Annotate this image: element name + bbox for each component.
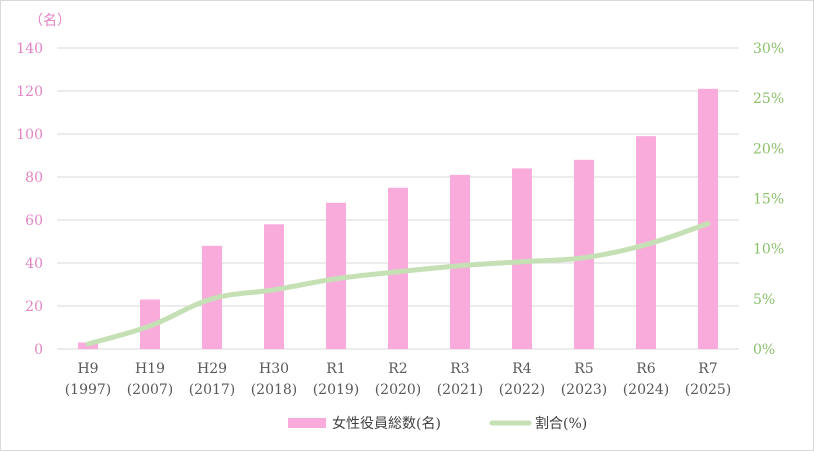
legend: 女性役員総数(名) 割合(%) — [288, 415, 587, 432]
x-axis-year-label: (2024) — [623, 382, 670, 398]
legend-bar-swatch — [288, 418, 326, 428]
x-axis-year-label: (2017) — [189, 382, 236, 398]
legend-line-label: 割合(%) — [535, 415, 587, 432]
bar — [450, 175, 470, 349]
x-axis-era-label: R3 — [450, 361, 469, 377]
left-axis-tick-label: 140 — [16, 41, 43, 57]
bar — [512, 168, 532, 349]
x-axis-year-label: (2022) — [499, 382, 546, 398]
left-axis-tick-label: 80 — [25, 170, 43, 186]
right-axis-tick-label: 30% — [753, 41, 784, 57]
x-axis-era-label: H19 — [135, 361, 165, 377]
left-axis-unit-label: （名） — [29, 13, 71, 29]
x-axis-era-label: R6 — [636, 361, 656, 377]
x-axis-year-label: (1997) — [65, 382, 112, 398]
legend-bar-label: 女性役員総数(名) — [332, 415, 441, 432]
x-axis-year-label: (2021) — [437, 382, 484, 398]
x-axis-era-label: H30 — [259, 361, 289, 377]
right-axis-tick-label: 15% — [753, 192, 784, 208]
x-axis-year-label: (2019) — [313, 382, 360, 398]
left-axis-tick-label: 100 — [16, 127, 43, 143]
left-axis-tick-label: 120 — [16, 84, 43, 100]
left-axis-ticks: 0 20 40 60 80 100 120 140 — [16, 41, 43, 358]
x-axis-era-label: R1 — [326, 361, 345, 377]
right-axis-tick-label: 5% — [753, 292, 775, 308]
x-axis-era-label: R2 — [388, 361, 407, 377]
x-axis-year-label: (2025) — [685, 382, 732, 398]
x-axis-year-label: (2023) — [561, 382, 608, 398]
x-axis-era-label: H29 — [197, 361, 227, 377]
x-axis-era-label: R5 — [574, 361, 593, 377]
x-axis-labels: H9 (1997) H19 (2007) H29 (2017) H30 (2018) R1 (20… — [65, 361, 732, 398]
x-axis-era-label: R7 — [698, 361, 717, 377]
left-axis-tick-label: 0 — [34, 342, 43, 358]
right-axis-tick-label: 20% — [753, 141, 784, 157]
x-axis-year-label: (2018) — [251, 382, 298, 398]
right-axis-ticks: 0% 5% 10% 15% 20% 25% 30% — [753, 41, 784, 358]
x-axis-year-label: (2007) — [127, 382, 174, 398]
left-axis-tick-label: 60 — [25, 213, 43, 229]
x-axis-year-label: (2020) — [375, 382, 422, 398]
bar — [388, 188, 408, 349]
bar — [698, 89, 718, 349]
x-axis-era-label: H9 — [77, 361, 98, 377]
right-axis-tick-label: 10% — [753, 242, 784, 258]
right-axis-tick-label: 25% — [753, 91, 784, 107]
right-axis-tick-label: 0% — [753, 342, 775, 358]
left-axis-tick-label: 20 — [25, 299, 43, 315]
x-axis-era-label: R4 — [512, 361, 532, 377]
left-axis-tick-label: 40 — [25, 256, 43, 272]
bar-series — [78, 89, 718, 349]
